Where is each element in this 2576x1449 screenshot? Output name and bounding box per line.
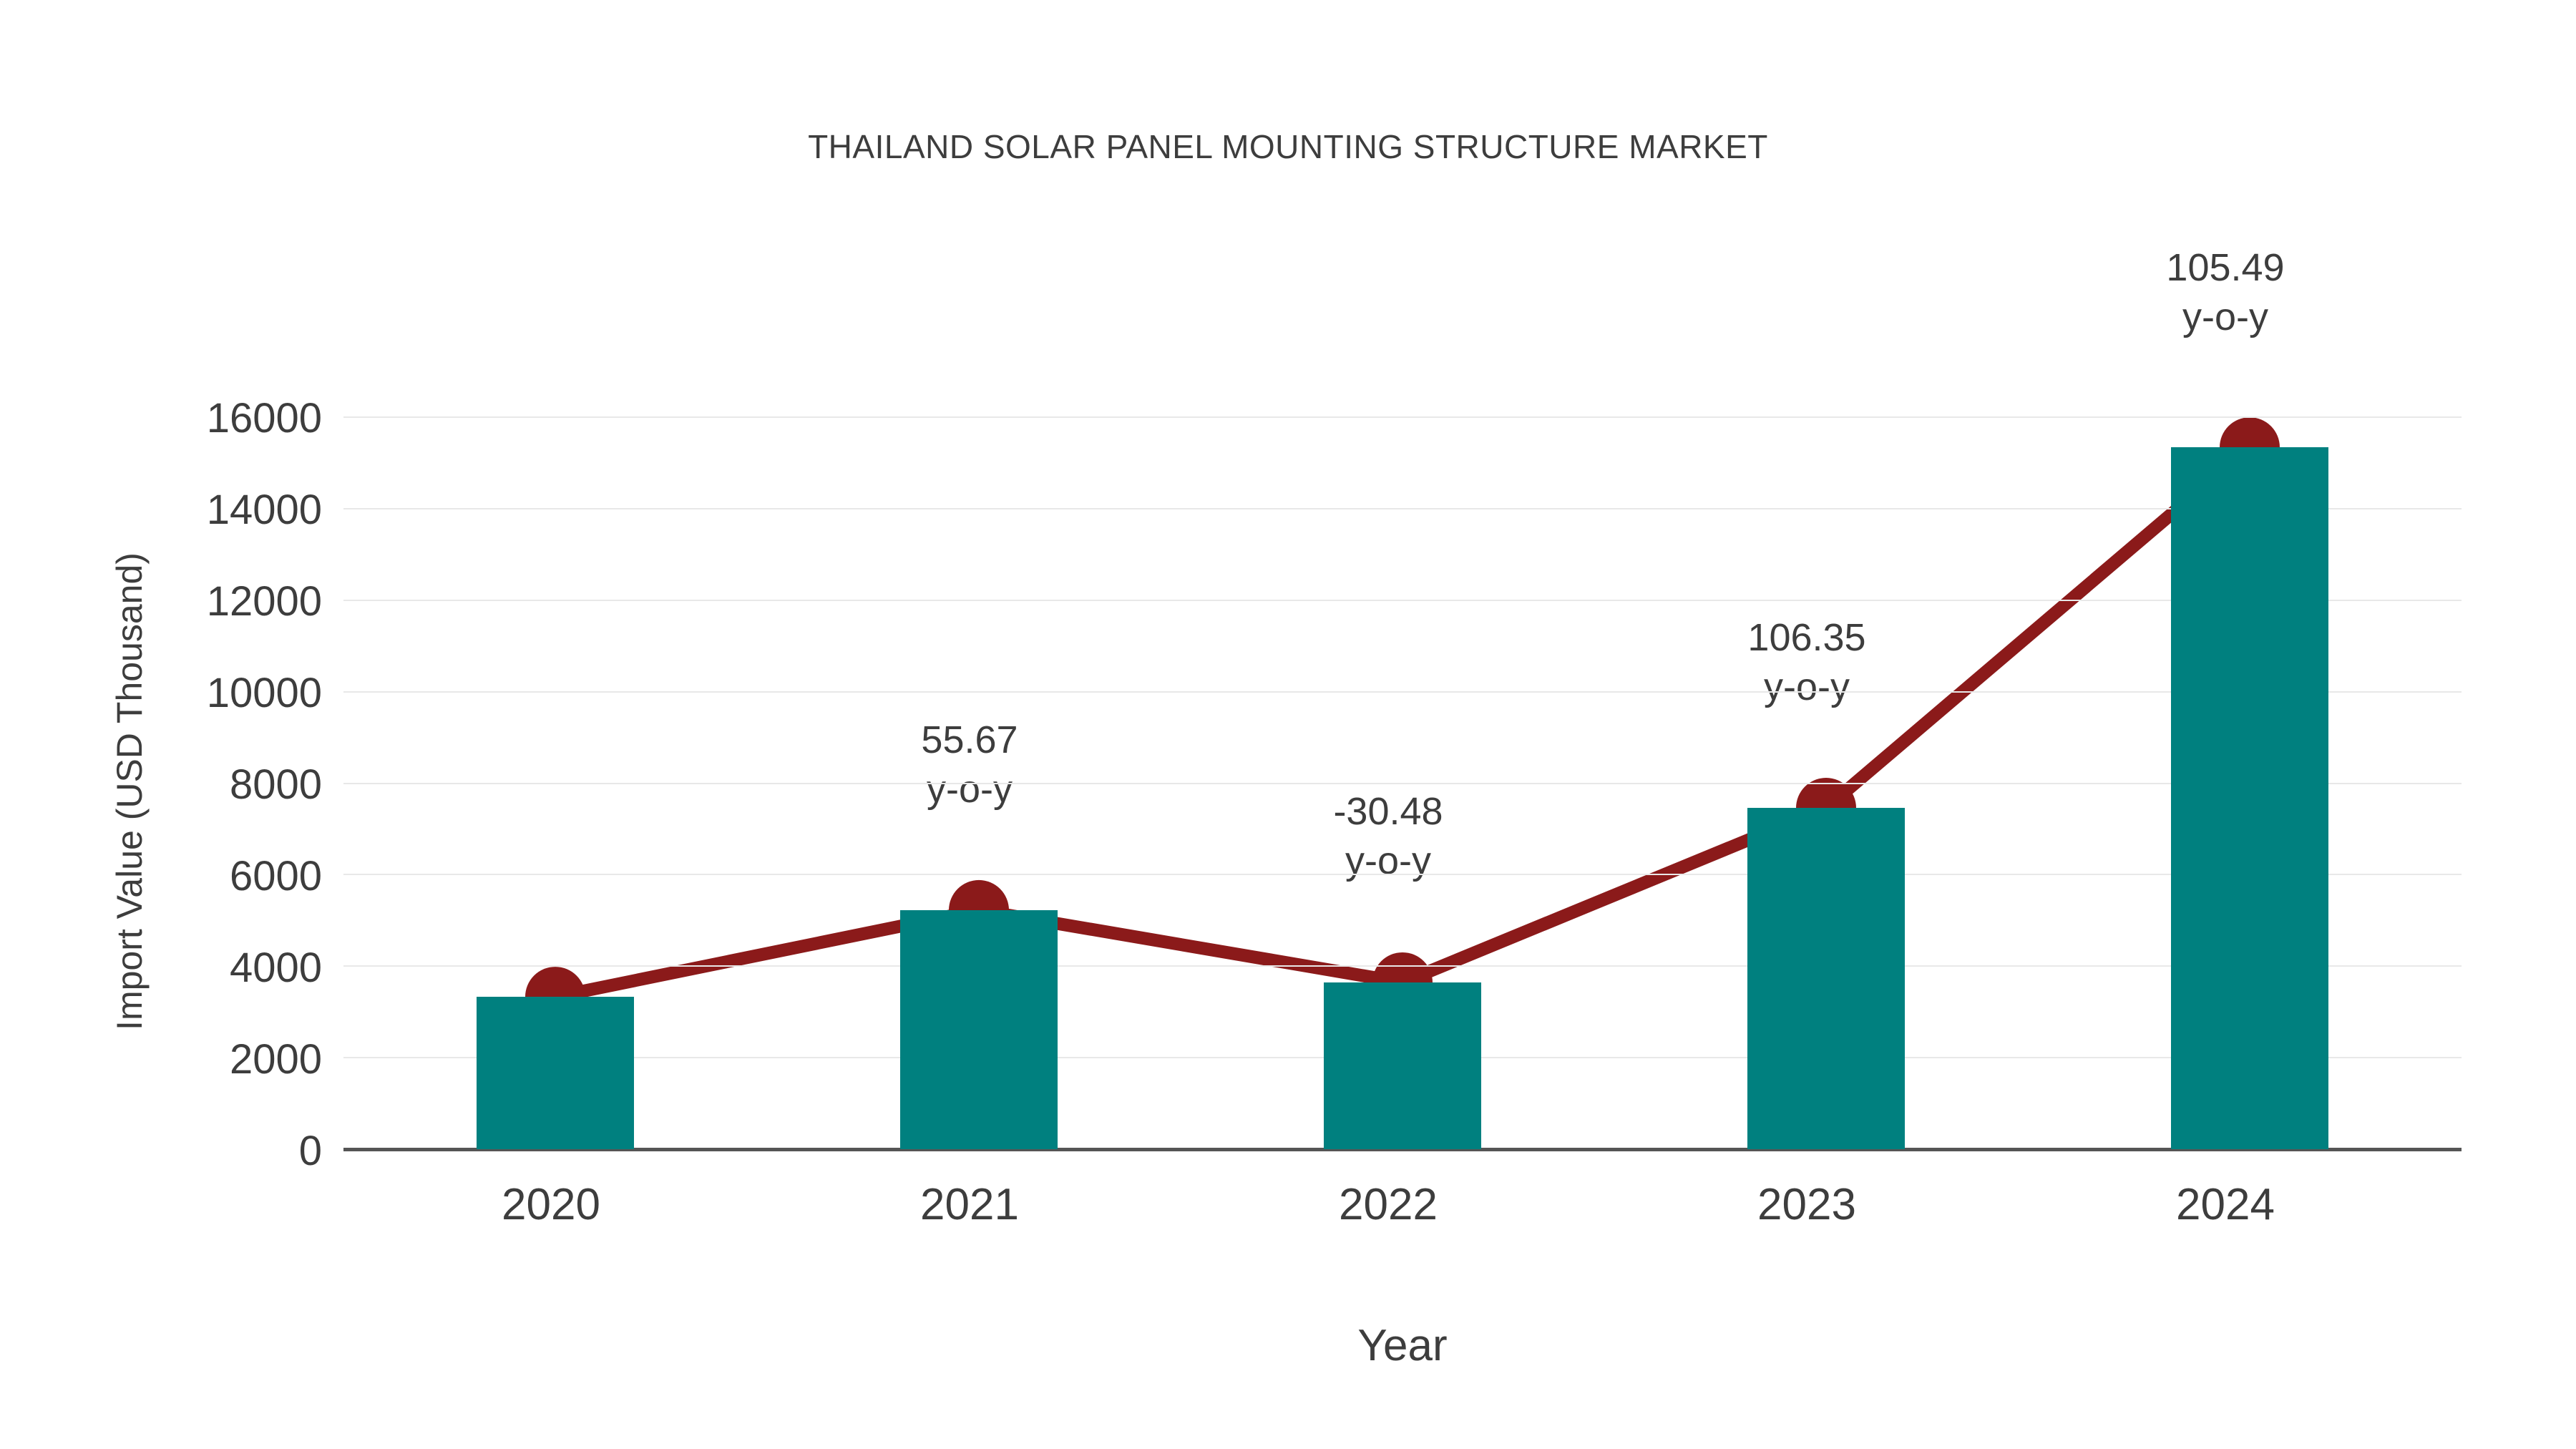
gridline-12000: [343, 599, 2462, 601]
y-tick-label-6000: 6000: [229, 853, 322, 899]
bar-2023: [1747, 808, 1905, 1149]
gridline-16000: [343, 416, 2462, 418]
data-label-2024-unit: y-o-y: [2182, 296, 2268, 339]
x-tick-label-2022: 2022: [1339, 1180, 1438, 1229]
y-tick-label-8000: 8000: [229, 761, 322, 808]
bar-2024: [2171, 447, 2328, 1149]
trend-line: [549, 441, 2256, 1004]
data-label-2024-value: 105.49: [2166, 246, 2285, 289]
x-axis-line: [343, 1148, 2462, 1151]
gridline-4000: [343, 965, 2462, 967]
bar-2022: [1324, 982, 1481, 1149]
y-tick-label-12000: 12000: [206, 578, 322, 625]
bar-2021: [900, 909, 1058, 1149]
y-tick-label-2000: 2000: [229, 1036, 322, 1083]
gridline-14000: [343, 507, 2462, 509]
x-tick-label-2021: 2021: [920, 1180, 1019, 1229]
x-axis-title: Year: [1357, 1321, 1448, 1370]
bar-2020: [477, 997, 634, 1149]
plot-area: [343, 416, 2462, 1151]
line-series-overlay: [525, 417, 2280, 1028]
chart-title: THAILAND SOLAR PANEL MOUNTING STRUCTURE …: [808, 128, 1768, 165]
data-label-2024: 105.49 y-o-y: [2104, 243, 2347, 342]
y-tick-label-10000: 10000: [206, 670, 322, 716]
x-tick-label-2024: 2024: [2176, 1180, 2275, 1229]
x-tick-label-2023: 2023: [1757, 1180, 1856, 1229]
y-tick-label-4000: 4000: [229, 945, 322, 991]
gridline-8000: [343, 782, 2462, 784]
gridline-10000: [343, 691, 2462, 693]
gridline-6000: [343, 874, 2462, 876]
y-tick-label-16000: 16000: [206, 395, 322, 441]
y-tick-label-0: 0: [298, 1128, 322, 1174]
x-tick-label-2020: 2020: [502, 1180, 600, 1229]
y-tick-label-14000: 14000: [206, 487, 322, 533]
